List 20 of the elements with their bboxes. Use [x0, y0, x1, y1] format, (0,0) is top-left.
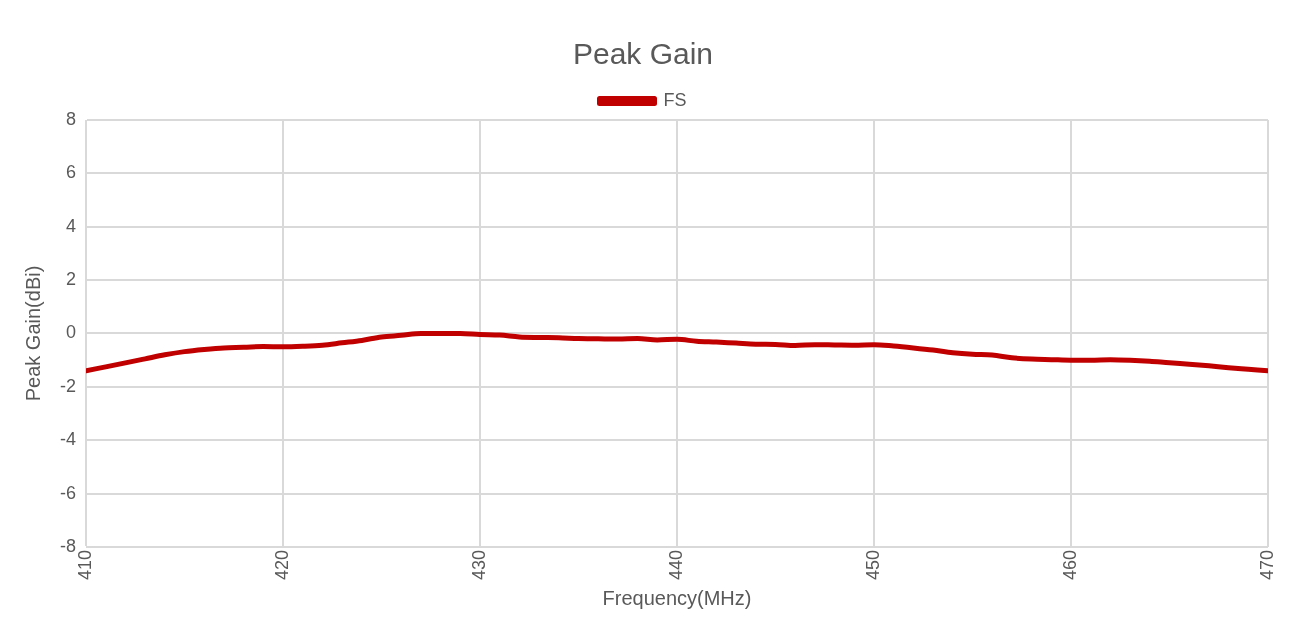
chart-title: Peak Gain [572, 37, 714, 71]
y-tick-label: 0 [65, 322, 76, 343]
y-tick-label: -6 [59, 482, 76, 503]
y-tick-label: -8 [59, 535, 76, 556]
x-tick-label: 470 [1256, 549, 1277, 581]
y-axis-title: Peak Gain(dBi) [21, 265, 44, 402]
x-axis-title: Frequency(MHz) [602, 586, 752, 609]
x-tick-label: 440 [665, 549, 686, 581]
y-tick-label: -4 [59, 429, 76, 450]
x-tick-label: 460 [1059, 549, 1080, 581]
y-tick-label: 4 [65, 215, 76, 236]
legend-label: FS [663, 89, 687, 110]
y-tick-label: 6 [65, 162, 76, 183]
y-tick-label: 8 [65, 108, 76, 129]
x-tick-label: 420 [271, 549, 292, 581]
x-tick-label: 430 [468, 549, 489, 581]
y-tick-label: 2 [65, 269, 76, 290]
x-tick-label: 450 [862, 549, 883, 581]
y-tick-label: -2 [59, 375, 76, 396]
x-tick-label: 410 [74, 549, 95, 581]
